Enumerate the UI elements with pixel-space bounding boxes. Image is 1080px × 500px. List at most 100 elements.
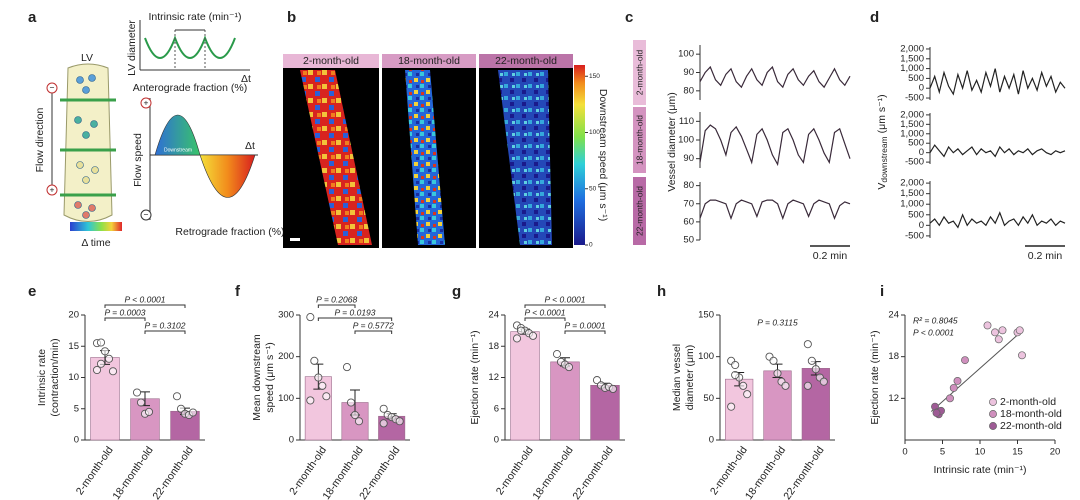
x-tick-label: 22-month-old — [570, 444, 615, 500]
data-point — [961, 356, 969, 365]
y-tick-label: 50 — [703, 393, 714, 404]
data-point — [96, 359, 106, 368]
valves — [60, 98, 116, 197]
guide — [174, 30, 206, 70]
legend-label: 18-month-old — [1000, 408, 1062, 420]
data-point — [306, 313, 315, 322]
data-point — [803, 381, 812, 390]
image-label: 18-month-old — [398, 55, 460, 67]
panel-label: i — [880, 283, 884, 300]
legend-marker — [989, 410, 997, 418]
data-point — [104, 354, 114, 363]
image-label: 22-month-old — [495, 55, 557, 67]
bar — [550, 361, 580, 441]
data-point — [727, 402, 736, 411]
image-label-band — [479, 54, 573, 68]
data-point — [314, 373, 323, 382]
y-tick-label: 2,000 — [900, 109, 924, 120]
annotation: R² = 0.8045 — [913, 315, 958, 325]
data-point — [172, 392, 182, 401]
label: Retrograde fraction (%) — [175, 226, 284, 238]
panel-label: f — [235, 283, 241, 300]
y-tick-label: 500 — [908, 209, 924, 220]
bracket — [317, 317, 393, 321]
data-point — [188, 408, 198, 417]
panel-label: c — [625, 9, 633, 26]
data-point — [564, 363, 574, 372]
x-tick-label: 15 — [1012, 447, 1023, 458]
bracket — [524, 304, 606, 308]
y-tick-label: 1,500 — [900, 188, 924, 199]
heatmaps — [283, 54, 585, 248]
data-point — [811, 365, 820, 374]
y-tick-label: 1,500 — [900, 53, 924, 64]
data-point — [819, 377, 828, 386]
data-point — [342, 363, 352, 372]
data-point — [306, 396, 315, 405]
colorbar-tick-label: 150 — [589, 73, 600, 80]
data-point — [144, 407, 154, 416]
y-tick-label: 50 — [683, 235, 694, 246]
label: Flow speed — [132, 133, 144, 187]
annotation: P < 0.0001 — [913, 327, 954, 337]
data-point — [803, 340, 812, 349]
data-point — [379, 404, 388, 413]
y-tick-label: 0 — [919, 220, 924, 231]
sign: − — [144, 209, 149, 219]
label: Δt — [241, 73, 251, 85]
data-point — [132, 388, 142, 397]
y-tick-label: 12 — [488, 372, 499, 383]
row-label: 2-month-old — [634, 50, 644, 96]
y-tick-label: 90 — [683, 67, 694, 78]
x-tick-label: 2-month-old — [494, 444, 536, 497]
y-tick-label: 1,500 — [900, 119, 924, 130]
y-tick-label: 24 — [488, 310, 499, 321]
legend-marker — [989, 422, 997, 430]
vessel-map — [300, 70, 372, 245]
image-label-band — [382, 54, 476, 68]
data-point — [807, 356, 816, 365]
p-value: P < 0.0001 — [544, 294, 585, 304]
y-tick-label: 80 — [683, 85, 694, 96]
data-point — [731, 370, 740, 380]
data-point — [953, 377, 962, 385]
colorbar — [574, 65, 585, 245]
time-colorbar — [70, 222, 122, 231]
scale-bar-label: 0.2 min — [1028, 250, 1063, 262]
y-tick-label: 1,000 — [900, 199, 924, 210]
y-tick-label: 100 — [698, 351, 714, 362]
image-label-band — [283, 54, 379, 68]
trace — [929, 211, 1066, 229]
row-band — [633, 40, 646, 105]
x-tick-label: 10 — [975, 447, 986, 458]
y-tick-label: 500 — [908, 73, 924, 84]
data-point — [983, 321, 992, 330]
vessel — [63, 63, 113, 222]
data-point — [92, 365, 102, 375]
data-point — [592, 376, 602, 385]
label: Intrinsic rate (min⁻¹) — [148, 11, 241, 23]
panel-label: b — [287, 9, 296, 26]
data-point — [949, 383, 958, 392]
data-point — [512, 334, 522, 343]
p-value: P = 0.5772 — [353, 320, 394, 330]
bracket — [524, 317, 566, 321]
colorbar-label: Downstream speed (μm s⁻¹) — [597, 89, 609, 221]
data-point — [769, 356, 778, 365]
label: Δ time — [81, 237, 110, 249]
y-tick-label: 5 — [74, 403, 79, 414]
y-tick-label: -500 — [905, 230, 924, 241]
data-point — [379, 419, 388, 428]
y-tick-label: 500 — [908, 138, 924, 149]
row-band — [633, 177, 646, 245]
y-tick-label: 15 — [68, 341, 79, 352]
x-tick-label: 18-month-old — [743, 444, 788, 500]
y-tick-label: 300 — [278, 310, 294, 321]
legend-label: 2-month-old — [1000, 396, 1056, 408]
data-point — [991, 328, 999, 337]
data-point — [136, 398, 146, 407]
y-tick-label: 2,000 — [900, 43, 924, 54]
y-axis-label: diameter (μm) — [684, 345, 696, 411]
data-point — [1018, 351, 1026, 360]
